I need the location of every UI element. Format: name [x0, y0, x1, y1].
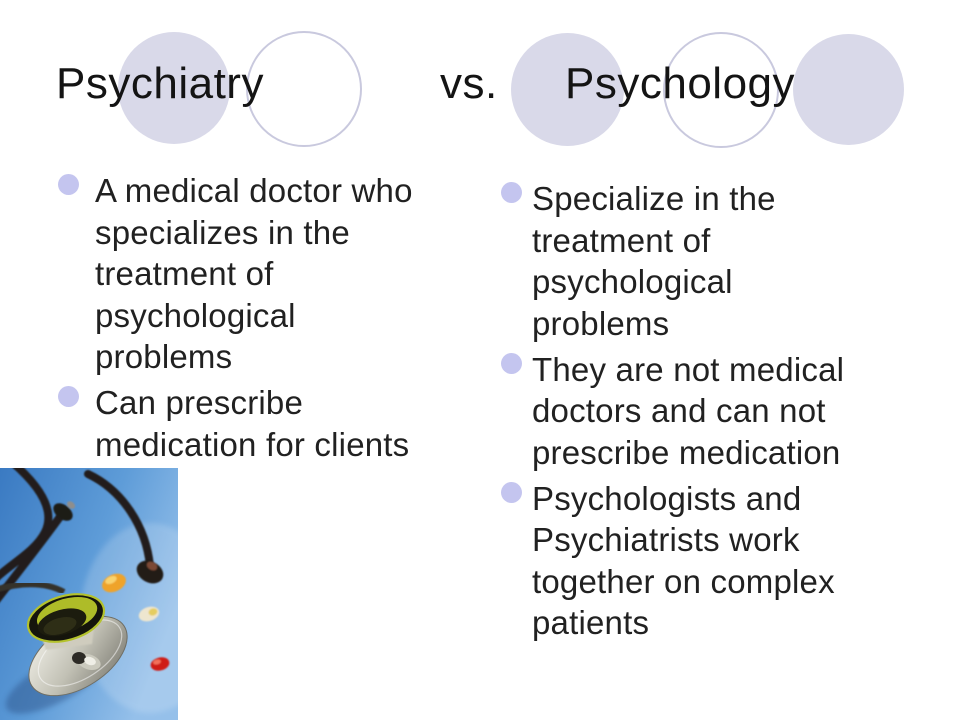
stethoscope-chestpiece	[26, 593, 128, 697]
stethoscope-tubing	[0, 458, 154, 603]
bullet-dot-icon	[501, 182, 522, 203]
decor-circle-filled-3	[793, 34, 904, 145]
stethoscope-earpieces	[53, 501, 164, 584]
title-separator: vs.	[440, 59, 498, 108]
bullet-dot-icon	[501, 481, 522, 503]
bullet-text: Can prescribe medication for clients	[95, 384, 410, 463]
list-item: They are not medical doctors and can not…	[501, 349, 959, 474]
pills	[102, 573, 170, 671]
bullet-dot-icon	[501, 352, 522, 374]
title-left-term: Psychiatry	[56, 59, 264, 108]
decor-circle-filled-1	[118, 32, 230, 144]
left-bullet-list: A medical doctor who specializes in the …	[58, 170, 480, 465]
decor-circle-filled-2	[511, 33, 624, 146]
bullet-text: Psychologists and Psychiatrists work tog…	[532, 479, 835, 642]
bullet-text: A medical doctor who specializes in the …	[95, 172, 413, 375]
decor-circle-outline-1	[246, 31, 362, 147]
bullet-text: They are not medical doctors and can not…	[532, 350, 845, 471]
right-bullet-list: Specialize in the treatment of psycholog…	[501, 178, 959, 644]
list-item: Specialize in the treatment of psycholog…	[501, 178, 959, 344]
stethoscope-photo-graphic	[0, 458, 220, 720]
decor-circle-outline-2	[663, 32, 779, 148]
bullet-text: Specialize in the treatment of psycholog…	[532, 180, 776, 342]
list-item: Psychologists and Psychiatrists work tog…	[501, 478, 959, 644]
title-right-term: Psychology	[565, 59, 796, 108]
list-item: A medical doctor who specializes in the …	[58, 170, 480, 378]
bullet-dot-icon	[58, 386, 79, 407]
list-item: Can prescribe medication for clients	[58, 382, 480, 465]
bullet-dot-icon	[58, 174, 79, 195]
stethoscope-photo	[0, 458, 220, 720]
